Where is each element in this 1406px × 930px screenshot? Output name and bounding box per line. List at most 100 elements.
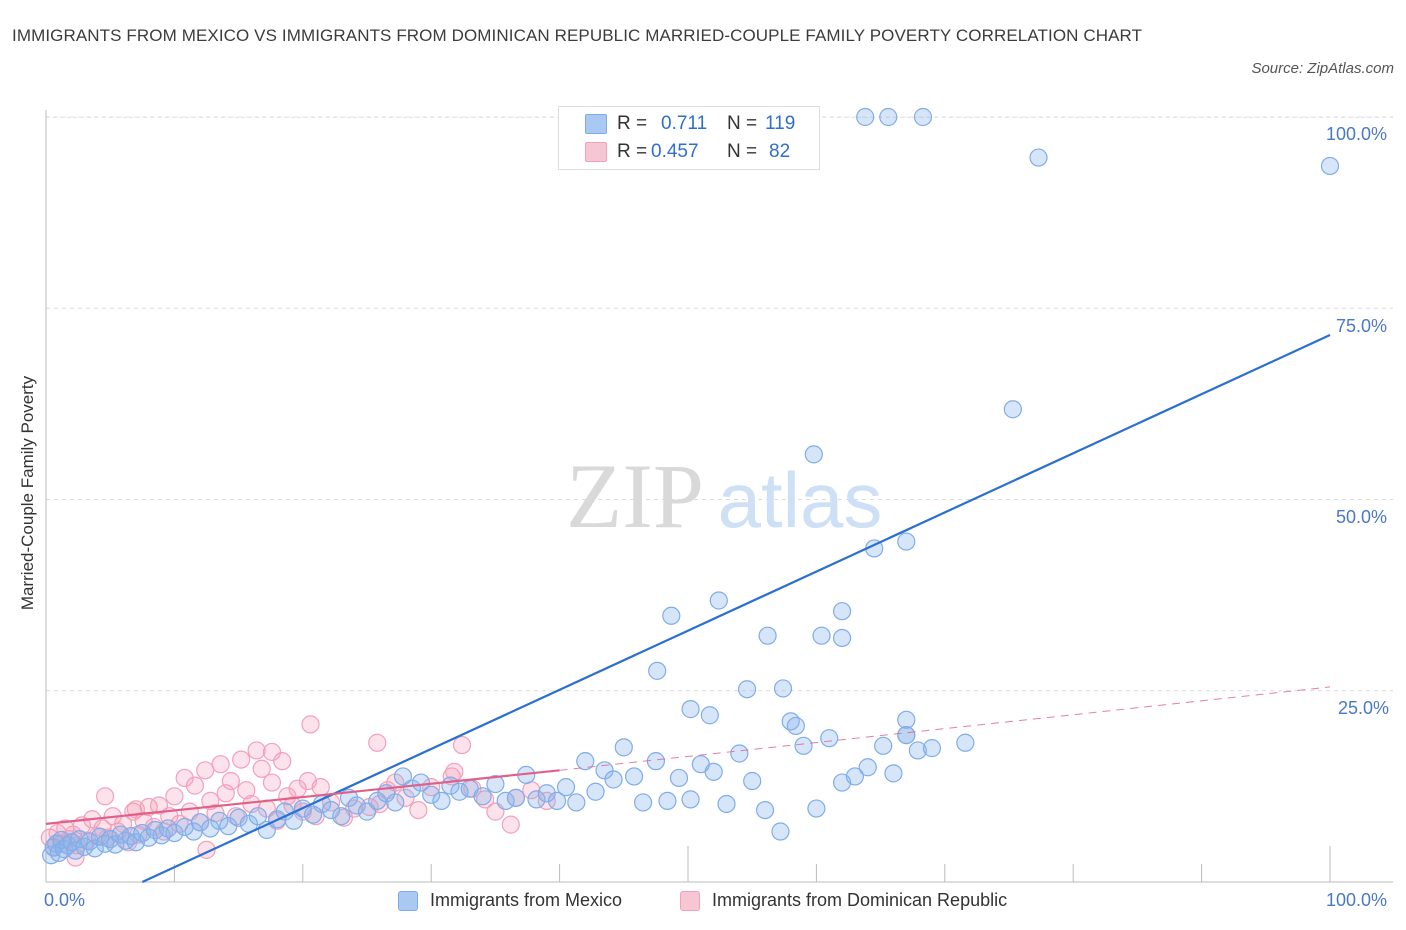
r-value: 0.711 xyxy=(661,113,708,134)
legend-swatch-dominican xyxy=(680,890,700,911)
dominican-swatch xyxy=(585,142,607,162)
stats-row-mexico: R = 0.711 N = 119 xyxy=(559,110,819,138)
r-label: R = xyxy=(617,141,648,162)
data-point-mexico xyxy=(845,767,865,786)
data-point-mexico xyxy=(393,767,413,786)
stats-row-dominican: R = 0.457 N = 82 xyxy=(559,138,819,166)
data-point-mexico xyxy=(547,791,567,811)
data-points xyxy=(40,107,1340,867)
data-point-mexico xyxy=(786,716,805,736)
data-point-mexico xyxy=(743,771,762,791)
chart-title: IMMIGRANTS FROM MEXICO VS IMMIGRANTS FRO… xyxy=(12,26,1143,45)
n-label: N = xyxy=(727,113,758,134)
data-point-dominican xyxy=(247,741,266,760)
data-point-mexico xyxy=(858,758,877,777)
data-point-mexico xyxy=(422,785,441,804)
y-tick-label: 75.0% xyxy=(1336,316,1388,336)
data-point-mexico xyxy=(1029,148,1048,167)
data-point-mexico xyxy=(633,793,653,812)
data-point-mexico xyxy=(681,700,700,719)
r-label: R = xyxy=(617,113,648,134)
data-point-mexico xyxy=(897,710,916,729)
legend-item-dominican[interactable]: Immigrants from Dominican Republic xyxy=(680,890,1007,911)
n-label: N = xyxy=(727,141,758,162)
trend-line-mexico xyxy=(141,334,1331,883)
data-point-mexico xyxy=(897,726,916,745)
data-point-mexico xyxy=(190,813,210,832)
data-point-mexico xyxy=(486,774,505,794)
data-point-mexico xyxy=(101,830,120,849)
legend-item-mexico[interactable]: Immigrants from Mexico xyxy=(398,890,622,911)
legend-label-mexico: Immigrants from Mexico xyxy=(430,890,623,910)
y-tick-label: 25.0% xyxy=(1338,698,1390,718)
mexico-swatch xyxy=(585,114,607,134)
data-point-mexico xyxy=(450,782,469,801)
data-point-dominican xyxy=(95,787,115,806)
stats-legend: R = 0.711 N = 119 R = 0.457 N = 82 xyxy=(558,106,820,170)
data-point-dominican xyxy=(452,735,472,755)
data-point-dominican xyxy=(221,771,240,791)
data-point-mexico xyxy=(85,839,104,858)
data-point-dominican xyxy=(301,715,320,734)
data-point-mexico xyxy=(411,773,431,792)
data-point-dominican xyxy=(262,742,282,762)
data-point-mexico xyxy=(704,762,723,781)
data-point-dominican xyxy=(237,781,256,800)
data-point-mexico xyxy=(386,793,405,812)
data-point-mexico xyxy=(165,823,184,843)
data-point-dominican xyxy=(170,814,189,833)
data-point-mexico xyxy=(856,107,875,127)
data-point-mexico xyxy=(658,791,677,811)
data-point-mexico xyxy=(586,782,605,801)
data-point-mexico xyxy=(730,744,749,763)
n-value: 119 xyxy=(765,113,796,134)
data-point-mexico xyxy=(669,768,689,788)
data-point-mexico xyxy=(804,445,823,464)
source-label: Source: ZipAtlas.com xyxy=(1251,60,1394,77)
data-point-mexico xyxy=(662,606,681,625)
data-point-dominican xyxy=(211,755,230,774)
data-point-mexico xyxy=(432,791,451,811)
data-point-mexico xyxy=(737,680,757,699)
data-point-mexico xyxy=(956,733,975,752)
data-point-mexico xyxy=(1003,400,1022,419)
bottom-legend: Immigrants from Mexico Immigrants from D… xyxy=(0,886,1406,920)
data-point-mexico xyxy=(812,626,831,645)
data-point-dominican xyxy=(396,788,415,807)
data-point-mexico xyxy=(832,602,852,621)
data-point-mexico xyxy=(347,796,366,815)
data-point-mexico xyxy=(700,706,719,725)
data-point-mexico xyxy=(567,793,586,812)
r-value: 0.457 xyxy=(651,141,699,162)
data-point-dominican xyxy=(252,759,271,778)
data-point-mexico xyxy=(884,764,903,783)
data-point-dominican xyxy=(232,750,251,769)
data-point-dominican xyxy=(278,787,297,806)
data-point-mexico xyxy=(527,790,546,809)
data-point-dominican xyxy=(501,815,520,834)
data-point-dominican xyxy=(165,787,184,806)
data-point-mexico xyxy=(922,739,942,758)
trend-line-dominican xyxy=(45,769,560,825)
axes xyxy=(45,110,1393,883)
data-point-dominican xyxy=(175,768,194,788)
data-point-mexico xyxy=(648,661,667,680)
data-point-dominican xyxy=(311,778,330,797)
data-point-dominican xyxy=(273,752,292,771)
data-point-mexico xyxy=(576,752,595,771)
data-point-mexico xyxy=(506,788,526,807)
data-point-mexico xyxy=(794,736,813,755)
data-point-mexico xyxy=(473,787,492,806)
data-point-mexico xyxy=(210,811,229,830)
watermark-zip: ZIP xyxy=(566,445,704,547)
data-point-mexico xyxy=(496,791,515,811)
data-point-dominican xyxy=(185,776,205,795)
data-point-mexico xyxy=(897,532,916,551)
data-point-mexico xyxy=(709,591,728,610)
data-point-mexico xyxy=(773,679,793,698)
data-point-dominican xyxy=(262,773,282,792)
x-tick-label-min: 0.0% xyxy=(44,890,86,910)
data-point-mexico xyxy=(556,778,576,797)
data-point-mexico xyxy=(758,626,777,645)
